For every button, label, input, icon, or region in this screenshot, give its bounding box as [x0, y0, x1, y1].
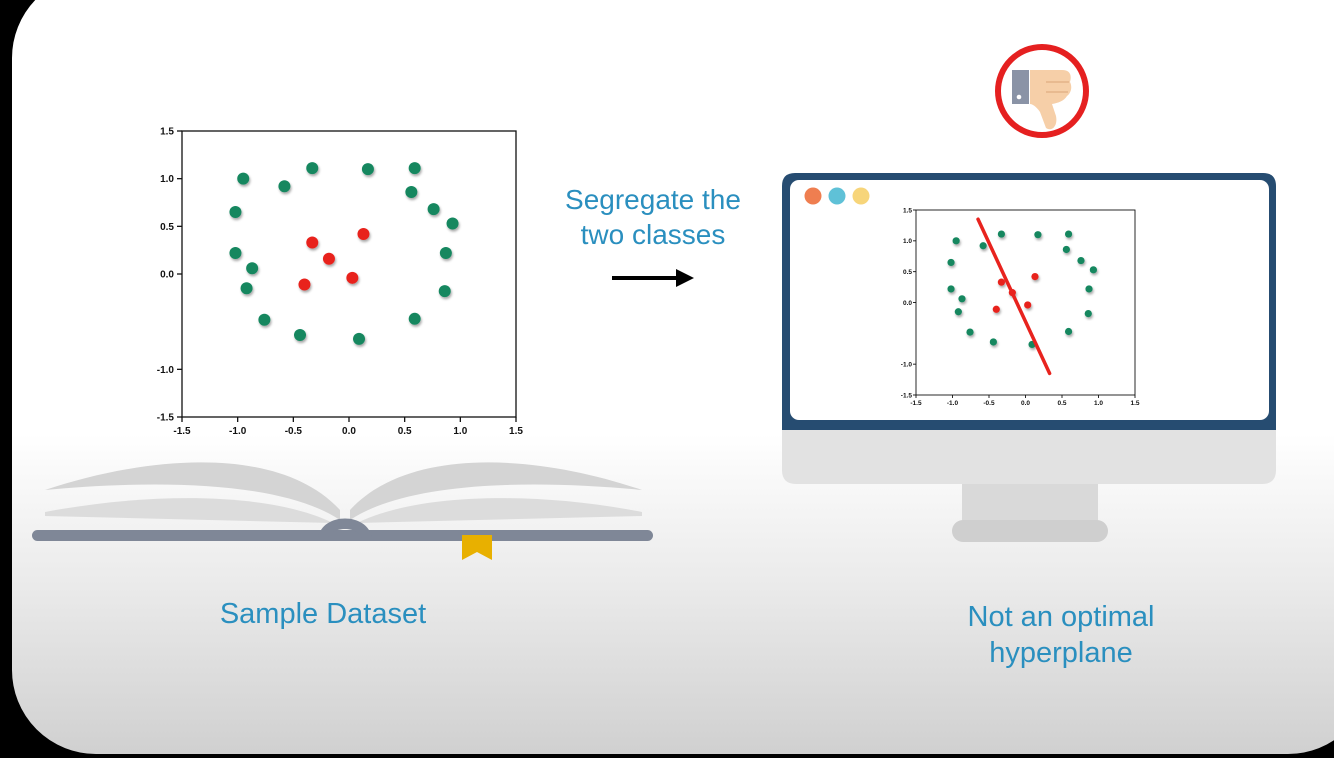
outer-class-point: [438, 285, 451, 298]
y-tick-label: 1.0: [160, 174, 174, 185]
y-tick-label: 1.5: [160, 127, 174, 138]
x-tick-label: 0.0: [1021, 400, 1030, 407]
x-tick-label: 0.0: [342, 426, 356, 437]
thumbs-down-icon: [995, 44, 1089, 138]
outer-class-point: [952, 237, 960, 245]
outer-class-point: [979, 242, 987, 250]
inner-class-point: [357, 227, 370, 240]
outer-class-point: [229, 206, 242, 219]
y-tick-label: 0.0: [903, 300, 912, 307]
sample-dataset-caption: Sample Dataset: [219, 598, 427, 630]
x-tick-label: -1.0: [947, 400, 959, 407]
outer-class-point: [947, 258, 955, 267]
inner-class-point: [306, 236, 319, 249]
x-tick-label: -1.5: [910, 400, 922, 407]
outer-class-point: [989, 338, 997, 346]
x-tick-label: 1.5: [1130, 400, 1139, 407]
outer-class-point: [997, 230, 1006, 238]
open-book-icon: [32, 462, 653, 541]
x-tick-label: 0.5: [398, 426, 412, 437]
outer-class-point: [294, 329, 307, 342]
bookmark-icon: [462, 535, 492, 560]
window-dot-red: [804, 187, 822, 205]
outer-class-point: [1034, 231, 1042, 239]
outer-class-point: [1084, 310, 1092, 318]
outer-class-point: [278, 180, 291, 193]
slide-illustration: -1.5 -1.0 -0.5 0.0 0.5 1.0 1.5 1.5 1.0 0.5 0.0 -1.0…: [32, 44, 1276, 560]
outer-class-point: [1064, 327, 1073, 336]
x-tick-label: -1.0: [229, 426, 247, 437]
outer-class-point: [229, 247, 242, 260]
sample-dataset-scatter-chart: -1.5 -1.0 -0.5 0.0 0.5 1.0 1.5 1.5 1.0 0.5 0.0 -1.0…: [157, 127, 524, 438]
x-tick-label: -0.5: [983, 400, 995, 407]
inner-class-point: [298, 278, 311, 291]
outer-class-point: [954, 308, 962, 316]
outer-class-point: [408, 312, 421, 325]
inner-class-point: [997, 278, 1006, 286]
x-tick-label: 1.0: [453, 426, 467, 437]
window-dot-yellow: [852, 187, 870, 205]
outer-class-point: [427, 203, 440, 216]
outer-class-point: [408, 162, 421, 175]
outer-class-point: [1089, 266, 1097, 274]
outer-class-point: [439, 247, 452, 260]
outer-class-point: [446, 217, 459, 230]
outer-class-point: [258, 313, 271, 326]
y-tick-label: 1.5: [903, 207, 912, 214]
x-tick-label: 1.5: [509, 426, 523, 437]
y-tick-label: 0.5: [903, 269, 912, 276]
outer-class-point: [1062, 245, 1070, 254]
outer-class-point: [1077, 256, 1085, 265]
y-tick-label: -1.5: [157, 413, 175, 424]
instruction-caption: Segregate the two classes: [565, 184, 741, 250]
inner-class-point: [346, 271, 359, 284]
outer-class-point: [353, 332, 366, 345]
inner-class-point: [322, 252, 335, 265]
result-caption: Not an optimal hyperplane: [967, 601, 1155, 669]
y-tick-label: -1.0: [157, 365, 175, 376]
outer-class-point: [966, 328, 974, 336]
outer-class-point: [246, 262, 259, 275]
outer-class-point: [947, 285, 955, 293]
outer-class-point: [958, 295, 966, 303]
y-tick-label: 0.0: [160, 270, 174, 281]
hyperplane-line: [976, 217, 1052, 376]
arrow-right-icon: [612, 269, 694, 287]
x-tick-label: -0.5: [285, 426, 303, 437]
y-tick-label: -1.0: [901, 361, 913, 368]
window-dot-blue: [828, 187, 846, 205]
outer-class-point: [1064, 230, 1073, 238]
outer-class-point: [1085, 285, 1093, 293]
y-tick-label: 0.5: [160, 222, 174, 233]
inner-class-point: [992, 305, 1000, 313]
outer-class-point: [405, 186, 418, 199]
x-tick-label: 1.0: [1094, 400, 1103, 407]
outer-class-point: [237, 172, 250, 185]
inner-class-point: [1031, 273, 1039, 281]
outer-class-point: [361, 163, 374, 176]
inner-class-point: [1024, 301, 1032, 309]
outer-class-point: [306, 162, 319, 175]
y-tick-label: -1.5: [901, 392, 913, 399]
x-tick-label: -1.5: [173, 426, 191, 437]
y-tick-label: 1.0: [903, 238, 912, 245]
x-tick-label: 0.5: [1057, 400, 1066, 407]
hyperplane-scatter-chart: -1.5 -1.0 -0.5 0.0 0.5 1.0 1.5 1.5 1.0 0.5 0.0 -1.0…: [901, 207, 1140, 407]
outer-class-point: [240, 282, 253, 295]
